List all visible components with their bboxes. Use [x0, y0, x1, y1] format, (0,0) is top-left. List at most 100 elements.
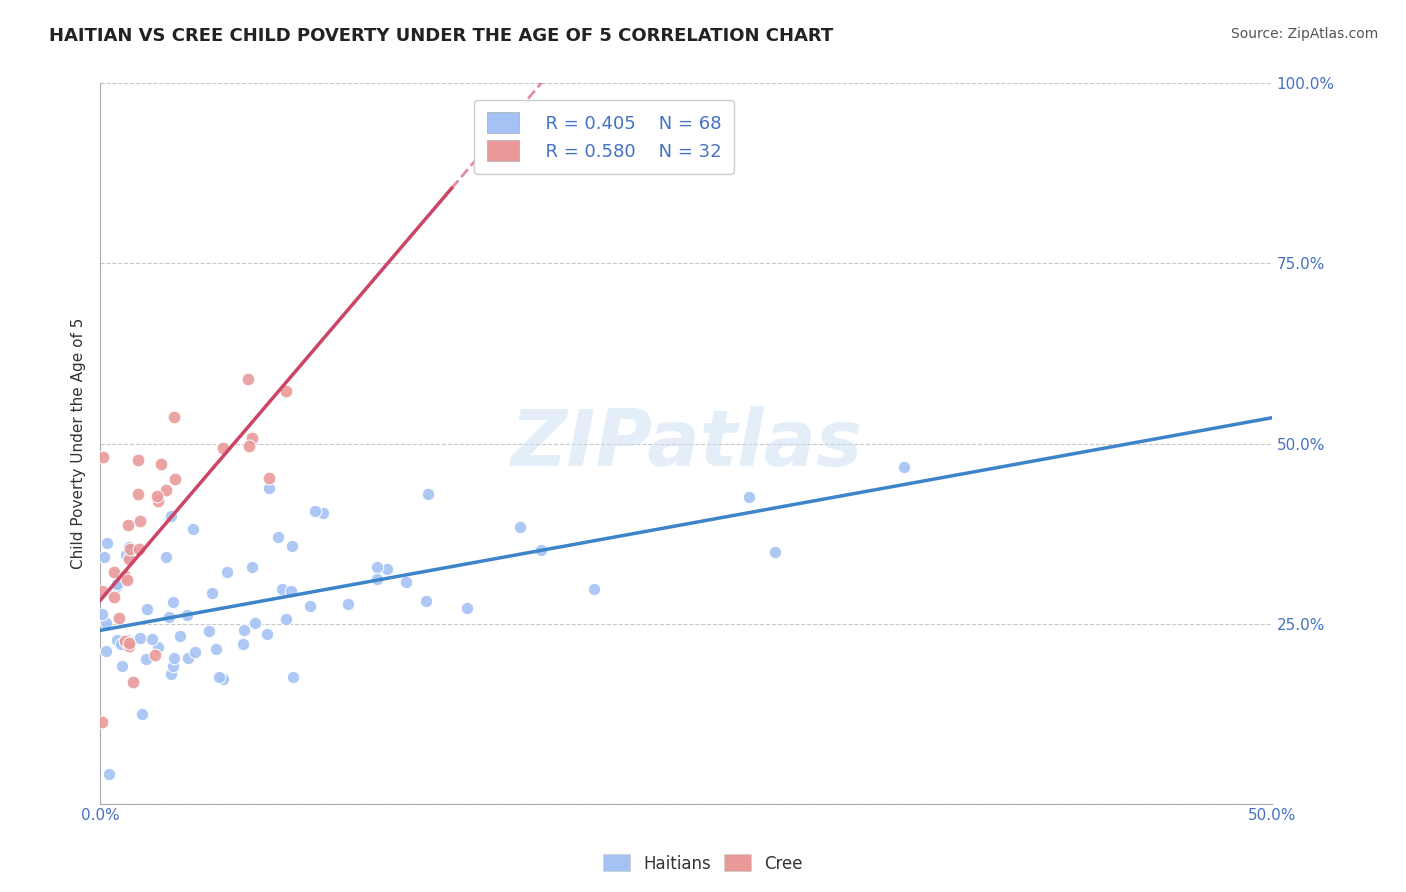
Point — [240, 560, 263, 574]
Point — [162, 595, 184, 609]
Point — [415, 594, 437, 608]
Point — [98, 767, 121, 781]
Point — [146, 640, 169, 654]
Point — [197, 624, 219, 638]
Text: ZIPatlas: ZIPatlas — [510, 406, 862, 482]
Point — [148, 494, 170, 508]
Point — [183, 522, 205, 536]
Point — [150, 457, 173, 471]
Text: Source: ZipAtlas.com: Source: ZipAtlas.com — [1230, 27, 1378, 41]
Point — [136, 602, 159, 616]
Point — [395, 574, 418, 589]
Point — [160, 667, 183, 681]
Point — [91, 450, 114, 464]
Point — [120, 541, 142, 556]
Point — [276, 612, 298, 626]
Point — [105, 579, 128, 593]
Point — [157, 609, 180, 624]
Point — [143, 648, 166, 663]
Point — [215, 565, 238, 579]
Point — [737, 490, 759, 504]
Point — [163, 651, 186, 665]
Y-axis label: Child Poverty Under the Age of 5: Child Poverty Under the Age of 5 — [72, 318, 86, 569]
Point — [128, 632, 150, 646]
Point — [94, 643, 117, 657]
Point — [114, 634, 136, 648]
Point — [169, 629, 191, 643]
Point — [115, 548, 138, 562]
Point — [155, 550, 177, 565]
Point — [232, 637, 254, 651]
Point — [105, 633, 128, 648]
Point — [108, 610, 131, 624]
Point — [204, 642, 226, 657]
Point — [96, 536, 118, 550]
Point — [103, 590, 125, 604]
Point — [129, 514, 152, 528]
Point — [122, 675, 145, 690]
Point — [208, 670, 231, 684]
Point — [456, 601, 478, 615]
Point — [163, 409, 186, 424]
Point — [117, 632, 139, 647]
Point — [267, 530, 290, 544]
Point — [274, 384, 297, 398]
Point — [176, 608, 198, 623]
Point — [96, 615, 118, 630]
Point — [530, 543, 553, 558]
Point — [146, 490, 169, 504]
Point — [120, 635, 142, 649]
Point — [257, 471, 280, 485]
Point — [117, 518, 139, 533]
Point — [110, 637, 132, 651]
Point — [336, 598, 359, 612]
Text: HAITIAN VS CREE CHILD POVERTY UNDER THE AGE OF 5 CORRELATION CHART: HAITIAN VS CREE CHILD POVERTY UNDER THE … — [49, 27, 834, 45]
Point — [281, 539, 304, 553]
Point — [127, 486, 149, 500]
Point — [115, 573, 138, 587]
Point — [111, 659, 134, 673]
Point — [201, 585, 224, 599]
Point — [93, 549, 115, 564]
Point — [91, 607, 114, 621]
Point — [162, 658, 184, 673]
Point — [377, 561, 399, 575]
Point — [118, 552, 141, 566]
Point — [118, 635, 141, 649]
Point — [366, 560, 388, 574]
Point — [211, 672, 233, 686]
Point — [509, 520, 531, 534]
Point — [105, 577, 128, 591]
Point — [114, 569, 136, 583]
Point — [299, 599, 322, 614]
Point — [91, 715, 114, 730]
Point — [312, 507, 335, 521]
Point — [304, 503, 326, 517]
Point — [141, 632, 163, 647]
Point — [183, 645, 205, 659]
Point — [232, 623, 254, 637]
Point — [583, 582, 606, 596]
Point — [163, 472, 186, 486]
Point — [155, 483, 177, 497]
Point — [366, 572, 388, 586]
Point — [238, 372, 260, 386]
Legend:   R = 0.405    N = 68,   R = 0.580    N = 32: R = 0.405 N = 68, R = 0.580 N = 32 — [474, 100, 734, 174]
Point — [763, 545, 786, 559]
Point — [128, 542, 150, 557]
Legend: Haitians, Cree: Haitians, Cree — [596, 847, 810, 880]
Point — [243, 615, 266, 630]
Point — [240, 431, 263, 445]
Point — [118, 639, 141, 653]
Point — [103, 565, 125, 579]
Point — [118, 541, 141, 555]
Point — [177, 650, 200, 665]
Point — [91, 583, 114, 598]
Point — [893, 460, 915, 475]
Point — [238, 439, 260, 453]
Point — [418, 487, 440, 501]
Point — [131, 707, 153, 722]
Point — [212, 441, 235, 455]
Point — [127, 452, 149, 467]
Point — [271, 582, 294, 597]
